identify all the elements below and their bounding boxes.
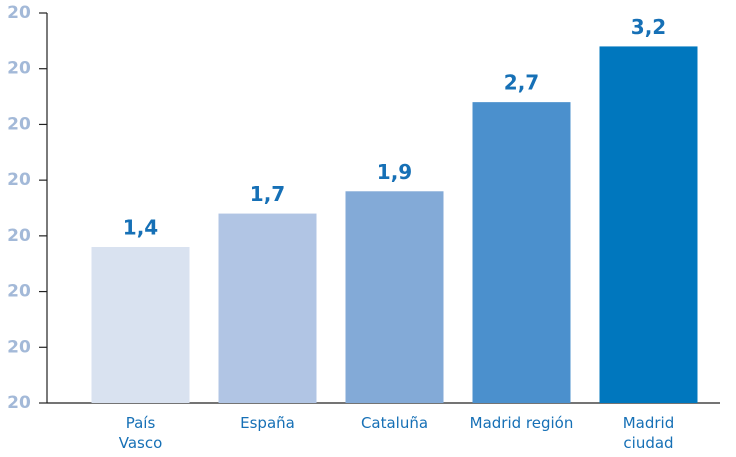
x-tick-label: País Vasco [118,414,163,452]
value-label: 1,7 [250,182,285,206]
x-tick-label: Madrid región [469,414,574,432]
value-label: 2,7 [504,71,539,95]
value-label: 3,2 [631,15,666,39]
x-tick-label: Cataluña [360,414,429,432]
bar [345,191,444,403]
y-tick-label: 20 [7,59,31,79]
value-label: 1,9 [377,160,412,184]
y-tick-label: 20 [7,337,31,357]
y-tick-label: 20 [7,282,31,302]
y-tick-label: 20 [7,114,31,134]
y-tick-label: 20 [7,170,31,190]
bar [218,213,317,403]
bar [91,247,190,403]
y-tick-label: 20 [7,393,31,413]
y-tick-label: 20 [7,3,31,23]
x-tick-label: España [240,414,295,432]
y-tick-label: 20 [7,226,31,246]
bar [599,46,698,404]
x-tick-label: Madrid ciudad [622,414,675,452]
value-label: 1,4 [123,216,158,240]
bar [472,102,571,404]
